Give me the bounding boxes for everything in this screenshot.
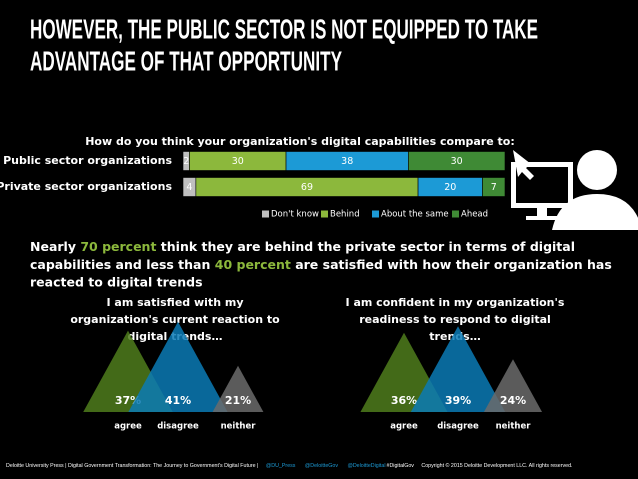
triangle <box>483 359 543 412</box>
category-label: agree <box>390 422 418 432</box>
summary: capabilities and less than 40 percent ar… <box>30 257 612 272</box>
data-label: 20 <box>444 182 456 193</box>
data-label: 2 <box>183 156 189 167</box>
category-label: Public sector organizations <box>3 154 172 167</box>
chart-title: How do you think your organization's dig… <box>85 135 515 148</box>
category-label: disagree <box>157 422 199 432</box>
category-label: disagree <box>437 422 479 432</box>
data-label: 30 <box>451 156 463 167</box>
data-label: 39% <box>445 394 471 407</box>
chart-title: organization's current reaction to <box>70 313 280 326</box>
chart-title: I am satisfied with my <box>107 296 244 309</box>
triangle <box>212 365 264 412</box>
legend-swatch <box>372 210 379 218</box>
slide-title: ADVANTAGE OF THAT OPPORTUNITY <box>30 45 342 76</box>
slide-title: HOWEVER, THE PUBLIC SECTOR IS NOT EQUIPP… <box>30 13 538 44</box>
data-label: 21% <box>225 394 251 407</box>
data-label: 69 <box>301 182 313 193</box>
category-label: neither <box>221 422 257 432</box>
data-label: 4 <box>186 182 192 193</box>
legend-label: Ahead <box>461 210 488 220</box>
chart-title: readiness to respond to digital <box>359 313 551 326</box>
legend-swatch <box>262 210 269 218</box>
user-icon <box>511 150 638 230</box>
legend-label: Don't know <box>271 210 319 220</box>
data-label: 36% <box>391 394 417 407</box>
bar-segment <box>482 177 506 197</box>
legend-label: Behind <box>330 210 360 220</box>
legend-label: About the same <box>381 210 449 220</box>
data-label: 24% <box>500 394 526 407</box>
summary: Nearly 70 percent think they are behind … <box>30 239 575 254</box>
category-label: neither <box>496 422 532 432</box>
triangle <box>128 321 228 412</box>
data-label: 41% <box>165 394 191 407</box>
category-label: Private sector organizations <box>0 180 172 193</box>
chart-title: I am confident in my organization's <box>346 296 565 309</box>
bar-segment <box>408 151 506 171</box>
legend-swatch <box>321 210 328 218</box>
footer: Deloitte University Press | Digital Gove… <box>6 462 573 469</box>
triangle <box>410 326 506 412</box>
data-label: 38 <box>341 156 353 167</box>
data-label: 7 <box>491 182 497 193</box>
legend-swatch <box>452 210 459 218</box>
data-label: 30 <box>232 156 244 167</box>
category-label: agree <box>114 422 142 432</box>
summary: reacted to digital trends <box>30 275 203 290</box>
